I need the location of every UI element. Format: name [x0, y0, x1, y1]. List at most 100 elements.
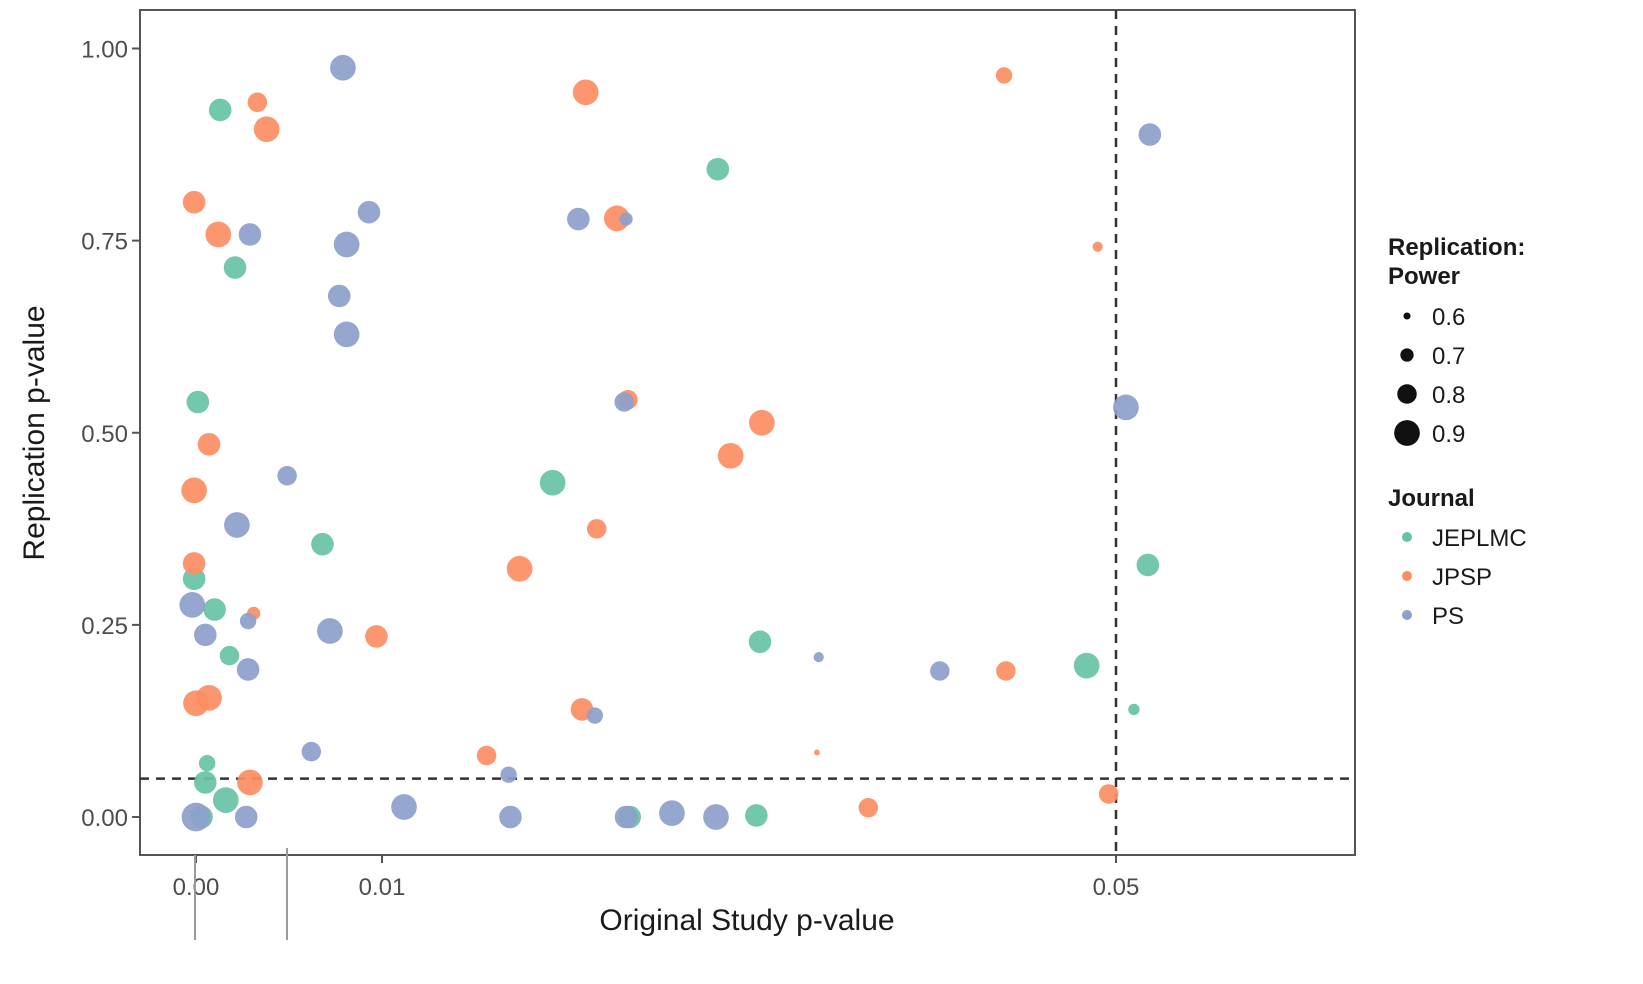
- data-point-ps: [567, 207, 590, 231]
- data-point-jeplmc: [1136, 553, 1160, 577]
- data-point-jpsp: [506, 555, 533, 582]
- data-point-jpsp: [237, 769, 263, 796]
- x-tick-label: 0.01: [359, 874, 406, 901]
- data-point-jeplmc: [208, 98, 232, 122]
- data-point-jpsp: [476, 745, 497, 766]
- data-point-jpsp: [748, 409, 775, 436]
- data-point-ps: [586, 707, 604, 724]
- data-point-jpsp: [183, 690, 209, 717]
- legend-size-label: 0.8: [1432, 382, 1465, 409]
- data-point-ps: [301, 741, 322, 762]
- data-point-jpsp: [247, 92, 268, 113]
- data-point-jpsp: [1092, 241, 1103, 252]
- data-points: [179, 54, 1162, 832]
- y-tick-label: 1.00: [81, 37, 128, 64]
- data-point-ps: [500, 766, 517, 783]
- legend-color-title: Journal: [1388, 485, 1475, 512]
- legend-size-key: [1400, 348, 1414, 362]
- data-point-jeplmc: [212, 787, 239, 813]
- data-point-ps: [619, 212, 633, 226]
- data-point-jpsp: [197, 432, 221, 456]
- data-point-ps: [813, 652, 824, 663]
- data-point-ps: [327, 284, 351, 308]
- data-point-ps: [194, 623, 217, 647]
- data-point-jpsp: [182, 190, 206, 214]
- data-point-jeplmc: [1128, 703, 1140, 716]
- data-point-ps: [1113, 394, 1139, 421]
- legend-color-label: PS: [1432, 603, 1464, 630]
- y-axis-title: Replication p-value: [18, 305, 51, 560]
- data-point-ps: [317, 618, 343, 644]
- data-point-ps: [1138, 123, 1162, 146]
- data-point-ps: [277, 466, 297, 486]
- y-tick-label: 0.50: [81, 421, 128, 448]
- data-point-jeplmc: [194, 771, 217, 794]
- legend: Replication: Power 0.60.70.80.9 Journal …: [1388, 234, 1527, 630]
- legend-color-key: [1402, 532, 1412, 542]
- y-tick-label: 0.75: [81, 229, 128, 256]
- legend-size-label: 0.7: [1432, 343, 1465, 370]
- data-point-jeplmc: [748, 630, 772, 654]
- legend-size-key: [1394, 420, 1420, 446]
- y-tick-label: 0.00: [81, 805, 128, 832]
- legend-size-keys: 0.6 0.7 0.8 0.9: [1394, 304, 1465, 448]
- data-point-jpsp: [182, 552, 206, 575]
- data-point-jeplmc: [223, 256, 247, 279]
- data-point-ps: [614, 805, 638, 829]
- data-point-ps: [614, 392, 634, 412]
- data-point-ps: [703, 804, 729, 830]
- data-point-ps: [236, 658, 260, 681]
- legend-color-label: JEPLMC: [1432, 525, 1527, 552]
- x-axis-title: Original Study p-value: [599, 904, 894, 937]
- x-tick-label: 0.05: [1093, 874, 1140, 901]
- data-point-jeplmc: [219, 645, 240, 666]
- data-point-jpsp: [572, 79, 599, 106]
- data-point-ps: [930, 661, 950, 681]
- legend-color-key: [1402, 571, 1412, 581]
- data-point-jeplmc: [745, 804, 768, 827]
- data-point-jpsp: [181, 477, 207, 504]
- data-point-jpsp: [717, 442, 744, 469]
- x-axis: 0.000.010.05: [173, 855, 1140, 901]
- legend-size-key: [1397, 384, 1417, 404]
- data-point-jeplmc: [539, 469, 566, 496]
- plot-panel: [139, 9, 1356, 856]
- data-point-jpsp: [205, 221, 232, 248]
- data-point-ps: [499, 805, 522, 829]
- legend-color-label: JPSP: [1432, 564, 1492, 591]
- legend-size-title-line-2: Power: [1388, 263, 1460, 290]
- data-point-jpsp: [365, 625, 388, 648]
- data-point-ps: [234, 805, 258, 829]
- data-point-ps: [330, 54, 356, 81]
- data-point-jeplmc: [311, 532, 334, 556]
- data-point-jeplmc: [186, 390, 210, 414]
- data-point-ps: [224, 512, 250, 538]
- legend-size-label: 0.9: [1432, 421, 1465, 448]
- y-tick-label: 0.25: [81, 613, 128, 640]
- data-point-jeplmc: [706, 157, 730, 181]
- data-point-ps: [179, 592, 206, 618]
- data-point-ps: [239, 612, 257, 630]
- data-point-ps: [181, 802, 211, 832]
- data-point-jpsp: [996, 661, 1016, 681]
- data-point-ps: [357, 200, 381, 224]
- data-point-ps: [333, 321, 360, 348]
- legend-size-title-line-1: Replication:: [1388, 234, 1525, 261]
- data-point-jpsp: [995, 67, 1013, 84]
- reference-lines: [140, 10, 1355, 855]
- data-point-jeplmc: [198, 755, 216, 772]
- data-point-jpsp: [1098, 784, 1119, 804]
- y-axis: 0.00 0.25 0.50 0.75 1.00: [81, 37, 140, 832]
- legend-color-keys: JEPLMC JPSP PS: [1402, 525, 1527, 630]
- data-point-jeplmc: [1073, 652, 1100, 679]
- data-point-ps: [391, 794, 417, 820]
- data-point-jeplmc: [203, 598, 226, 621]
- data-point-jpsp: [253, 116, 280, 143]
- data-point-jpsp: [858, 798, 879, 818]
- legend-color-key: [1402, 610, 1412, 620]
- legend-size-label: 0.6: [1432, 304, 1465, 331]
- data-point-jpsp: [813, 749, 820, 756]
- legend-size-key: [1403, 312, 1411, 320]
- data-point-jpsp: [586, 519, 607, 539]
